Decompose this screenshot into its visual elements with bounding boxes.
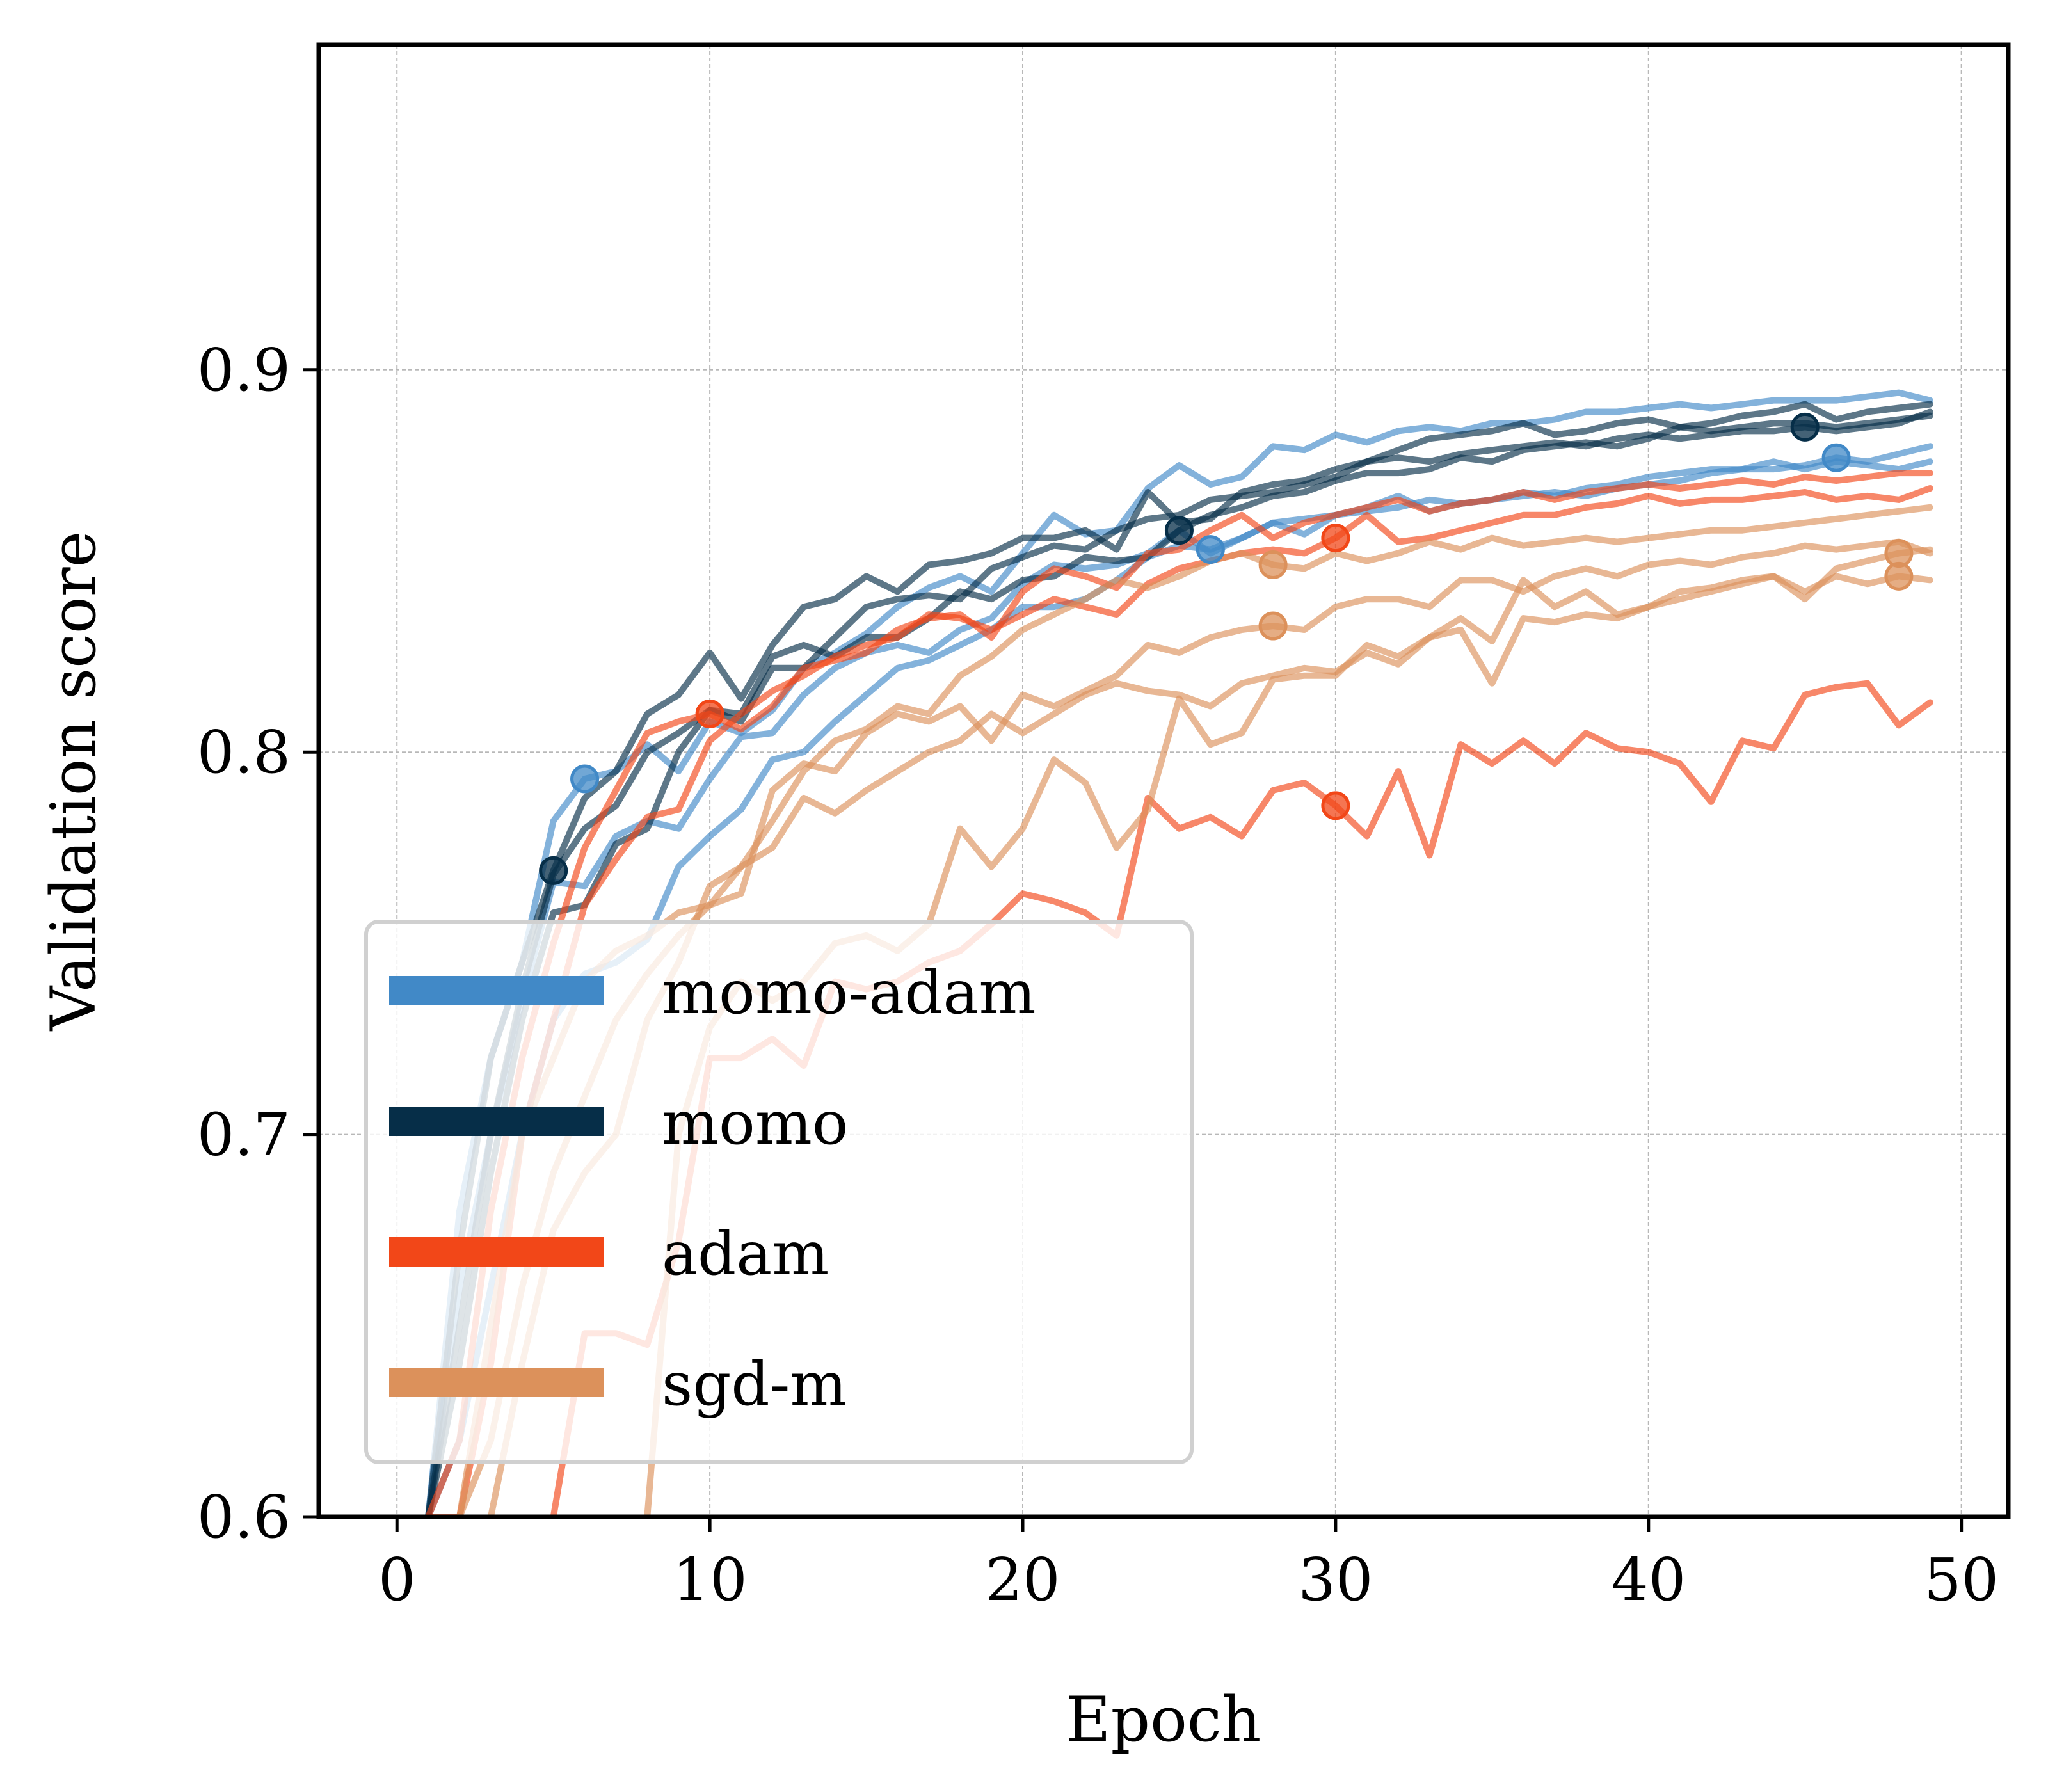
y-tick-label: 0.8 bbox=[197, 718, 291, 787]
x-tick-label: 30 bbox=[1298, 1546, 1373, 1614]
series-marker-adam bbox=[695, 699, 724, 728]
legend-frame bbox=[364, 920, 1194, 1464]
series-line-momo-adam bbox=[425, 458, 1933, 1517]
series-line-adam bbox=[425, 470, 1933, 1517]
series-marker-adam bbox=[1321, 791, 1350, 820]
series-marker-sgd-m bbox=[1258, 611, 1288, 641]
legend-label-momo: momo bbox=[662, 1089, 848, 1158]
y-tick-label: 0.9 bbox=[197, 336, 291, 404]
axis-ticks: 0 10 20 30 40 50 0.6 0.7 0.8 0.9 bbox=[197, 336, 1999, 1614]
series-marker-momo bbox=[1790, 412, 1820, 442]
legend: momo-adam momo adam sgd-m bbox=[364, 920, 1194, 1464]
x-tick-label: 40 bbox=[1611, 1546, 1686, 1614]
series-line-sgd-m bbox=[456, 538, 1933, 1517]
series-marker-momo-adam bbox=[570, 764, 600, 794]
series-line-sgd-m bbox=[487, 573, 1933, 1517]
series-markers bbox=[539, 412, 1914, 885]
legend-label-momo-adam: momo-adam bbox=[662, 958, 1036, 1028]
series-marker-momo-adam bbox=[1821, 443, 1851, 472]
y-axis-title: Validation score bbox=[38, 531, 109, 1032]
series-marker-sgd-m bbox=[1884, 539, 1914, 568]
x-tick-label: 0 bbox=[378, 1546, 416, 1614]
series-line-momo-adam bbox=[425, 389, 1933, 1517]
series-line-momo bbox=[425, 408, 1933, 1517]
series-marker-adam bbox=[1321, 524, 1350, 553]
x-tick-label: 50 bbox=[1924, 1546, 1999, 1614]
legend-label-sgd-m: sgd-m bbox=[662, 1350, 847, 1420]
series-marker-momo bbox=[539, 856, 568, 885]
plot-frame bbox=[316, 42, 2011, 1519]
legend-label-adam: adam bbox=[662, 1219, 829, 1289]
x-tick-label: 20 bbox=[985, 1546, 1060, 1614]
x-axis-title: Epoch bbox=[1066, 1684, 1261, 1756]
series-marker-sgd-m bbox=[1258, 550, 1288, 579]
y-tick-label: 0.6 bbox=[197, 1483, 291, 1551]
series-marker-momo-adam bbox=[1196, 535, 1225, 564]
x-tick-label: 10 bbox=[673, 1546, 748, 1614]
series-marker-momo bbox=[1164, 516, 1194, 545]
series-line-adam bbox=[425, 485, 1933, 1517]
y-tick-label: 0.7 bbox=[197, 1101, 291, 1169]
